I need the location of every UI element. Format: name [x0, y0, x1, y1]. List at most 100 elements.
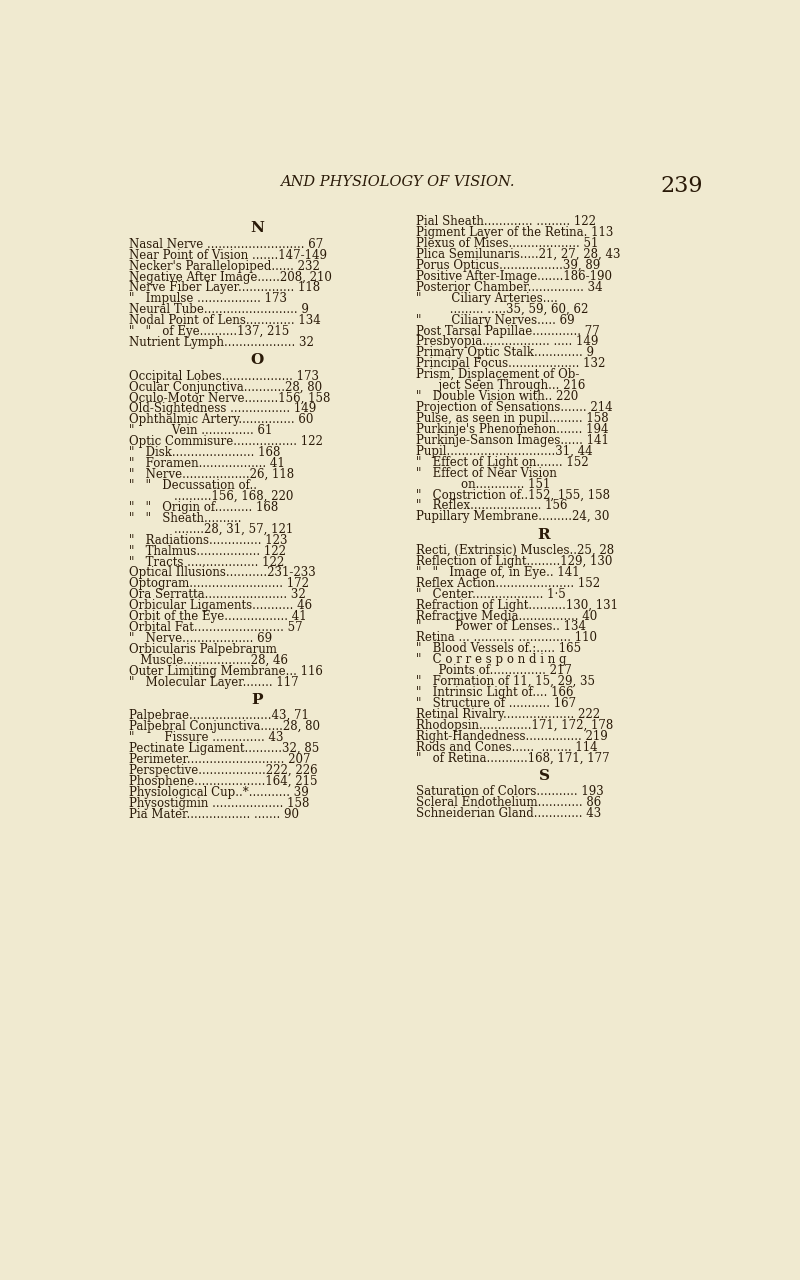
Text: "   Disk...................... 168: " Disk...................... 168: [130, 447, 281, 460]
Text: Old-Sightedness ................ 149: Old-Sightedness ................ 149: [130, 402, 317, 416]
Text: Scleral Endothelium............ 86: Scleral Endothelium............ 86: [416, 796, 602, 809]
Text: "   Effect of Light on....... 152: " Effect of Light on....... 152: [416, 456, 589, 468]
Text: R: R: [538, 527, 550, 541]
Text: Ocular Conjunctiva...........28, 80: Ocular Conjunctiva...........28, 80: [130, 380, 322, 393]
Text: Orbital Fat........................ 57: Orbital Fat........................ 57: [130, 621, 303, 634]
Text: "   Nerve..................26, 118: " Nerve..................26, 118: [130, 468, 294, 481]
Text: S: S: [538, 769, 550, 783]
Text: Palpebrae......................43, 71: Palpebrae......................43, 71: [130, 709, 310, 722]
Text: Optogram......................... 172: Optogram......................... 172: [130, 577, 310, 590]
Text: "          Vein .............. 61: " Vein .............. 61: [130, 425, 273, 438]
Text: "   Tracts ................... 122: " Tracts ................... 122: [130, 556, 285, 568]
Text: Orbit of the Eye................. 41: Orbit of the Eye................. 41: [130, 611, 307, 623]
Text: Pectinate Ligament..........32, 85: Pectinate Ligament..........32, 85: [130, 742, 320, 755]
Text: Pupillary Membrane.........24, 30: Pupillary Membrane.........24, 30: [416, 511, 610, 524]
Text: Plica Semilunaris.....21, 27, 28, 43: Plica Semilunaris.....21, 27, 28, 43: [416, 248, 621, 261]
Text: Outer Limiting Membrane... 116: Outer Limiting Membrane... 116: [130, 664, 323, 678]
Text: "   Double Vision with.. 220: " Double Vision with.. 220: [416, 390, 578, 403]
Text: Ora Serratta...................... 32: Ora Serratta...................... 32: [130, 589, 306, 602]
Text: Reflection of Light.........129, 130: Reflection of Light.........129, 130: [416, 554, 613, 568]
Text: Phosphene...................164, 215: Phosphene...................164, 215: [130, 774, 318, 788]
Text: Perspective..................222, 226: Perspective..................222, 226: [130, 764, 318, 777]
Text: "   C o r r e s p o n d i n g: " C o r r e s p o n d i n g: [416, 653, 566, 667]
Text: "   Reflex................... 156: " Reflex................... 156: [416, 499, 568, 512]
Text: ........28, 31, 57, 121: ........28, 31, 57, 121: [130, 522, 294, 536]
Text: Pia Mater................. ....... 90: Pia Mater................. ....... 90: [130, 808, 299, 820]
Text: "        Ciliary Arteries....: " Ciliary Arteries....: [416, 292, 558, 305]
Text: Purkinje-Sanson Images...... 141: Purkinje-Sanson Images...... 141: [416, 434, 609, 447]
Text: 239: 239: [661, 175, 703, 197]
Text: P: P: [251, 692, 263, 707]
Text: on............. 151: on............. 151: [416, 477, 550, 490]
Text: "   Molecular Layer........ 117: " Molecular Layer........ 117: [130, 676, 299, 689]
Text: Retina ... ........... .............. 110: Retina ... ........... .............. 11…: [416, 631, 597, 644]
Text: Rods and Cones......  ........ 114: Rods and Cones...... ........ 114: [416, 741, 598, 754]
Text: Points of............... 217: Points of............... 217: [416, 664, 572, 677]
Text: Palpebral Conjunctiva......28, 80: Palpebral Conjunctiva......28, 80: [130, 721, 321, 733]
Text: Neural Tube......................... 9: Neural Tube......................... 9: [130, 303, 310, 316]
Text: "         Power of Lenses.. 134: " Power of Lenses.. 134: [416, 621, 586, 634]
Text: Orbicular Ligaments........... 46: Orbicular Ligaments........... 46: [130, 599, 313, 612]
Text: Nerve Fiber Layer............... 118: Nerve Fiber Layer............... 118: [130, 282, 321, 294]
Text: Prism, Displacement of Ob-: Prism, Displacement of Ob-: [416, 369, 579, 381]
Text: Primary Optic Stalk............. 9: Primary Optic Stalk............. 9: [416, 347, 594, 360]
Text: "   Effect of Near Vision: " Effect of Near Vision: [416, 467, 557, 480]
Text: Negative After Image......208, 210: Negative After Image......208, 210: [130, 270, 332, 284]
Text: ject Seen Through... 216: ject Seen Through... 216: [416, 379, 586, 392]
Text: Nasal Nerve .......................... 67: Nasal Nerve .......................... 6…: [130, 238, 324, 251]
Text: ..........156, 168, 220: ..........156, 168, 220: [130, 490, 294, 503]
Text: Occipital Lobes................... 173: Occipital Lobes................... 173: [130, 370, 319, 383]
Text: ......... .....35, 59, 60, 62: ......... .....35, 59, 60, 62: [416, 302, 589, 316]
Text: Optical Illusions...........231-233: Optical Illusions...........231-233: [130, 567, 316, 580]
Text: Positive After-Image.......186-190: Positive After-Image.......186-190: [416, 270, 612, 283]
Text: Ophthalmic Artery............... 60: Ophthalmic Artery............... 60: [130, 413, 314, 426]
Text: Nutrient Lymph................... 32: Nutrient Lymph................... 32: [130, 337, 314, 349]
Text: "   "   Image of, in Eye.. 141: " " Image of, in Eye.. 141: [416, 566, 580, 579]
Text: "   Blood Vessels of.:..... 165: " Blood Vessels of.:..... 165: [416, 643, 582, 655]
Text: Pupil.............................31, 44: Pupil.............................31, 44: [416, 445, 593, 458]
Text: Refraction of Light..........130, 131: Refraction of Light..........130, 131: [416, 599, 618, 612]
Text: "   Nerve................... 69: " Nerve................... 69: [130, 632, 273, 645]
Text: Pulse, as seen in pupil......... 158: Pulse, as seen in pupil......... 158: [416, 412, 609, 425]
Text: Near Point of Vision .......147-149: Near Point of Vision .......147-149: [130, 248, 327, 261]
Text: Physiological Cup..*........... 39: Physiological Cup..*........... 39: [130, 786, 309, 799]
Text: Recti, (Extrinsic) Muscles..25, 28: Recti, (Extrinsic) Muscles..25, 28: [416, 544, 614, 557]
Text: Purkinje's Phenomenon....... 194: Purkinje's Phenomenon....... 194: [416, 422, 609, 436]
Text: "   "   Decussation of..: " " Decussation of..: [130, 479, 258, 492]
Text: Presbyopia.................. ..... 149: Presbyopia.................. ..... 149: [416, 335, 598, 348]
Text: "   Formation of 11, 15, 29, 35: " Formation of 11, 15, 29, 35: [416, 675, 595, 689]
Text: Necker's Parallelopiped...... 232: Necker's Parallelopiped...... 232: [130, 260, 320, 273]
Text: Muscle..................28, 46: Muscle..................28, 46: [130, 654, 289, 667]
Text: Saturation of Colors........... 193: Saturation of Colors........... 193: [416, 785, 604, 799]
Text: "   Center................... 1·5: " Center................... 1·5: [416, 588, 566, 600]
Text: "   Radiations.............. 123: " Radiations.............. 123: [130, 534, 288, 547]
Text: Posterior Chamber............... 34: Posterior Chamber............... 34: [416, 280, 603, 294]
Text: Pigment Layer of the Retina. 113: Pigment Layer of the Retina. 113: [416, 227, 614, 239]
Text: Physostigmin ................... 158: Physostigmin ................... 158: [130, 796, 310, 810]
Text: Pial Sheath............. ......... 122: Pial Sheath............. ......... 122: [416, 215, 596, 228]
Text: Right-Handedness............... 219: Right-Handedness............... 219: [416, 730, 608, 742]
Text: "   Impulse ................. 173: " Impulse ................. 173: [130, 292, 287, 306]
Text: "   Foramen.................. 41: " Foramen.................. 41: [130, 457, 285, 470]
Text: Rhodopsin..............171, 172, 178: Rhodopsin..............171, 172, 178: [416, 719, 614, 732]
Text: "   Thalmus................. 122: " Thalmus................. 122: [130, 544, 286, 558]
Text: Refractive Media................ 40: Refractive Media................ 40: [416, 609, 598, 622]
Text: "   "   Sheath..........: " " Sheath..........: [130, 512, 242, 525]
Text: Retinal Rivalry................... 222: Retinal Rivalry................... 222: [416, 708, 600, 721]
Text: Post Tarsal Papillae............. 77: Post Tarsal Papillae............. 77: [416, 325, 600, 338]
Text: Orbicularis Palpebrarum: Orbicularis Palpebrarum: [130, 643, 278, 657]
Text: "   "   Origin of.......... 168: " " Origin of.......... 168: [130, 500, 278, 513]
Text: Oculo-Motor Nerve.........156, 158: Oculo-Motor Nerve.........156, 158: [130, 392, 331, 404]
Text: Perimeter.......................... 207: Perimeter.......................... 207: [130, 753, 311, 765]
Text: Schneiderian Gland............. 43: Schneiderian Gland............. 43: [416, 806, 602, 820]
Text: "   Structure of ........... 167: " Structure of ........... 167: [416, 698, 576, 710]
Text: Plexus of Mises................... 51: Plexus of Mises................... 51: [416, 237, 598, 250]
Text: Porus Opticus.................39, 89: Porus Opticus.................39, 89: [416, 259, 601, 271]
Text: "        Fissure .............. 43: " Fissure .............. 43: [130, 731, 284, 744]
Text: "   of Retina...........168, 171, 177: " of Retina...........168, 171, 177: [416, 751, 610, 764]
Text: "   Intrinsic Light of.... 166: " Intrinsic Light of.... 166: [416, 686, 574, 699]
Text: "        Ciliary Nerves..... 69: " Ciliary Nerves..... 69: [416, 314, 575, 326]
Text: N: N: [250, 221, 264, 236]
Text: Projection of Sensations....... 214: Projection of Sensations....... 214: [416, 401, 613, 413]
Text: Reflex Action..................... 152: Reflex Action..................... 152: [416, 577, 600, 590]
